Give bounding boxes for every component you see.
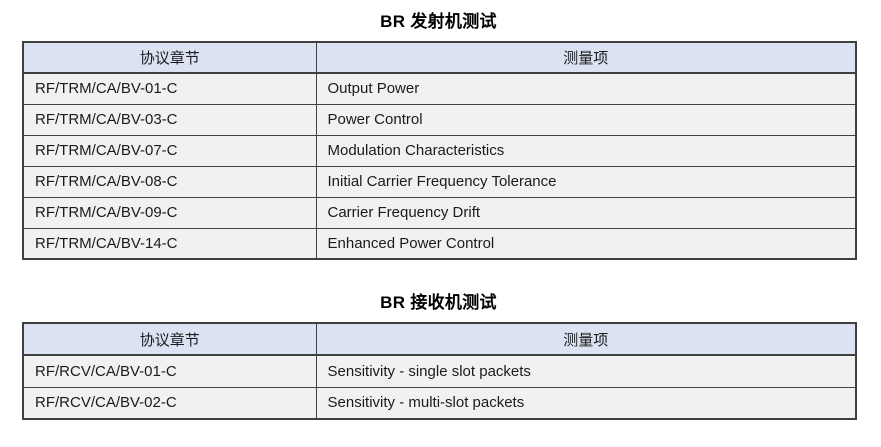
table-row: RF/TRM/CA/BV-01-C Output Power <box>22 72 857 105</box>
protocol-section-cell: RF/TRM/CA/BV-14-C <box>22 227 317 260</box>
table-row: RF/TRM/CA/BV-03-C Power Control <box>22 103 857 136</box>
table-row: RF/RCV/CA/BV-02-C Sensitivity - multi-slo… <box>22 386 857 420</box>
transmitter-test-table: 协议章节 测量项 RF/TRM/CA/BV-01-C Output Power RF… <box>22 41 857 260</box>
column-header-protocol-section: 协议章节 <box>22 322 317 356</box>
protocol-section-cell: RF/TRM/CA/BV-09-C <box>22 196 317 229</box>
table-header-row: 协议章节 测量项 <box>22 41 857 74</box>
measurement-item-cell: Output Power <box>315 72 857 105</box>
column-header-measurement-item: 测量项 <box>315 41 857 74</box>
measurement-item-cell: Sensitivity - multi-slot packets <box>315 386 857 420</box>
measurement-item-cell: Enhanced Power Control <box>315 227 857 260</box>
measurement-item-cell: Sensitivity - single slot packets <box>315 354 857 388</box>
table-header-row: 协议章节 测量项 <box>22 322 857 356</box>
table-row: RF/TRM/CA/BV-14-C Enhanced Power Control <box>22 227 857 260</box>
table-row: RF/TRM/CA/BV-09-C Carrier Frequency Drift <box>22 196 857 229</box>
protocol-section-cell: RF/TRM/CA/BV-03-C <box>22 103 317 136</box>
measurement-item-cell: Carrier Frequency Drift <box>315 196 857 229</box>
protocol-section-cell: RF/TRM/CA/BV-01-C <box>22 72 317 105</box>
transmitter-table-title: BR 发射机测试 <box>380 12 497 31</box>
table-row: RF/RCV/CA/BV-01-C Sensitivity - single sl… <box>22 354 857 388</box>
column-header-measurement-item: 测量项 <box>315 322 857 356</box>
column-header-protocol-section: 协议章节 <box>22 41 317 74</box>
transmitter-table-body: RF/TRM/CA/BV-01-C Output Power RF/TRM/CA/B… <box>22 72 857 260</box>
measurement-item-cell: Modulation Characteristics <box>315 134 857 167</box>
receiver-test-section: BR 接收机测试 协议章节 测量项 RF/RCV/CA/BV-01-C Sensi… <box>22 292 857 420</box>
protocol-section-cell: RF/RCV/CA/BV-01-C <box>22 354 317 388</box>
receiver-test-table: 协议章节 测量项 RF/RCV/CA/BV-01-C Sensitivity - … <box>22 322 857 420</box>
protocol-section-cell: RF/TRM/CA/BV-07-C <box>22 134 317 167</box>
measurement-item-cell: Power Control <box>315 103 857 136</box>
receiver-table-title: BR 接收机测试 <box>380 293 497 312</box>
protocol-section-cell: RF/RCV/CA/BV-02-C <box>22 386 317 420</box>
transmitter-test-section: BR 发射机测试 协议章节 测量项 RF/TRM/CA/BV-01-C Outpu… <box>22 11 857 260</box>
table-row: RF/TRM/CA/BV-08-C Initial Carrier Frequen… <box>22 165 857 198</box>
protocol-section-cell: RF/TRM/CA/BV-08-C <box>22 165 317 198</box>
receiver-table-body: RF/RCV/CA/BV-01-C Sensitivity - single sl… <box>22 354 857 420</box>
measurement-item-cell: Initial Carrier Frequency Tolerance <box>315 165 857 198</box>
table-row: RF/TRM/CA/BV-07-C Modulation Characterist… <box>22 134 857 167</box>
